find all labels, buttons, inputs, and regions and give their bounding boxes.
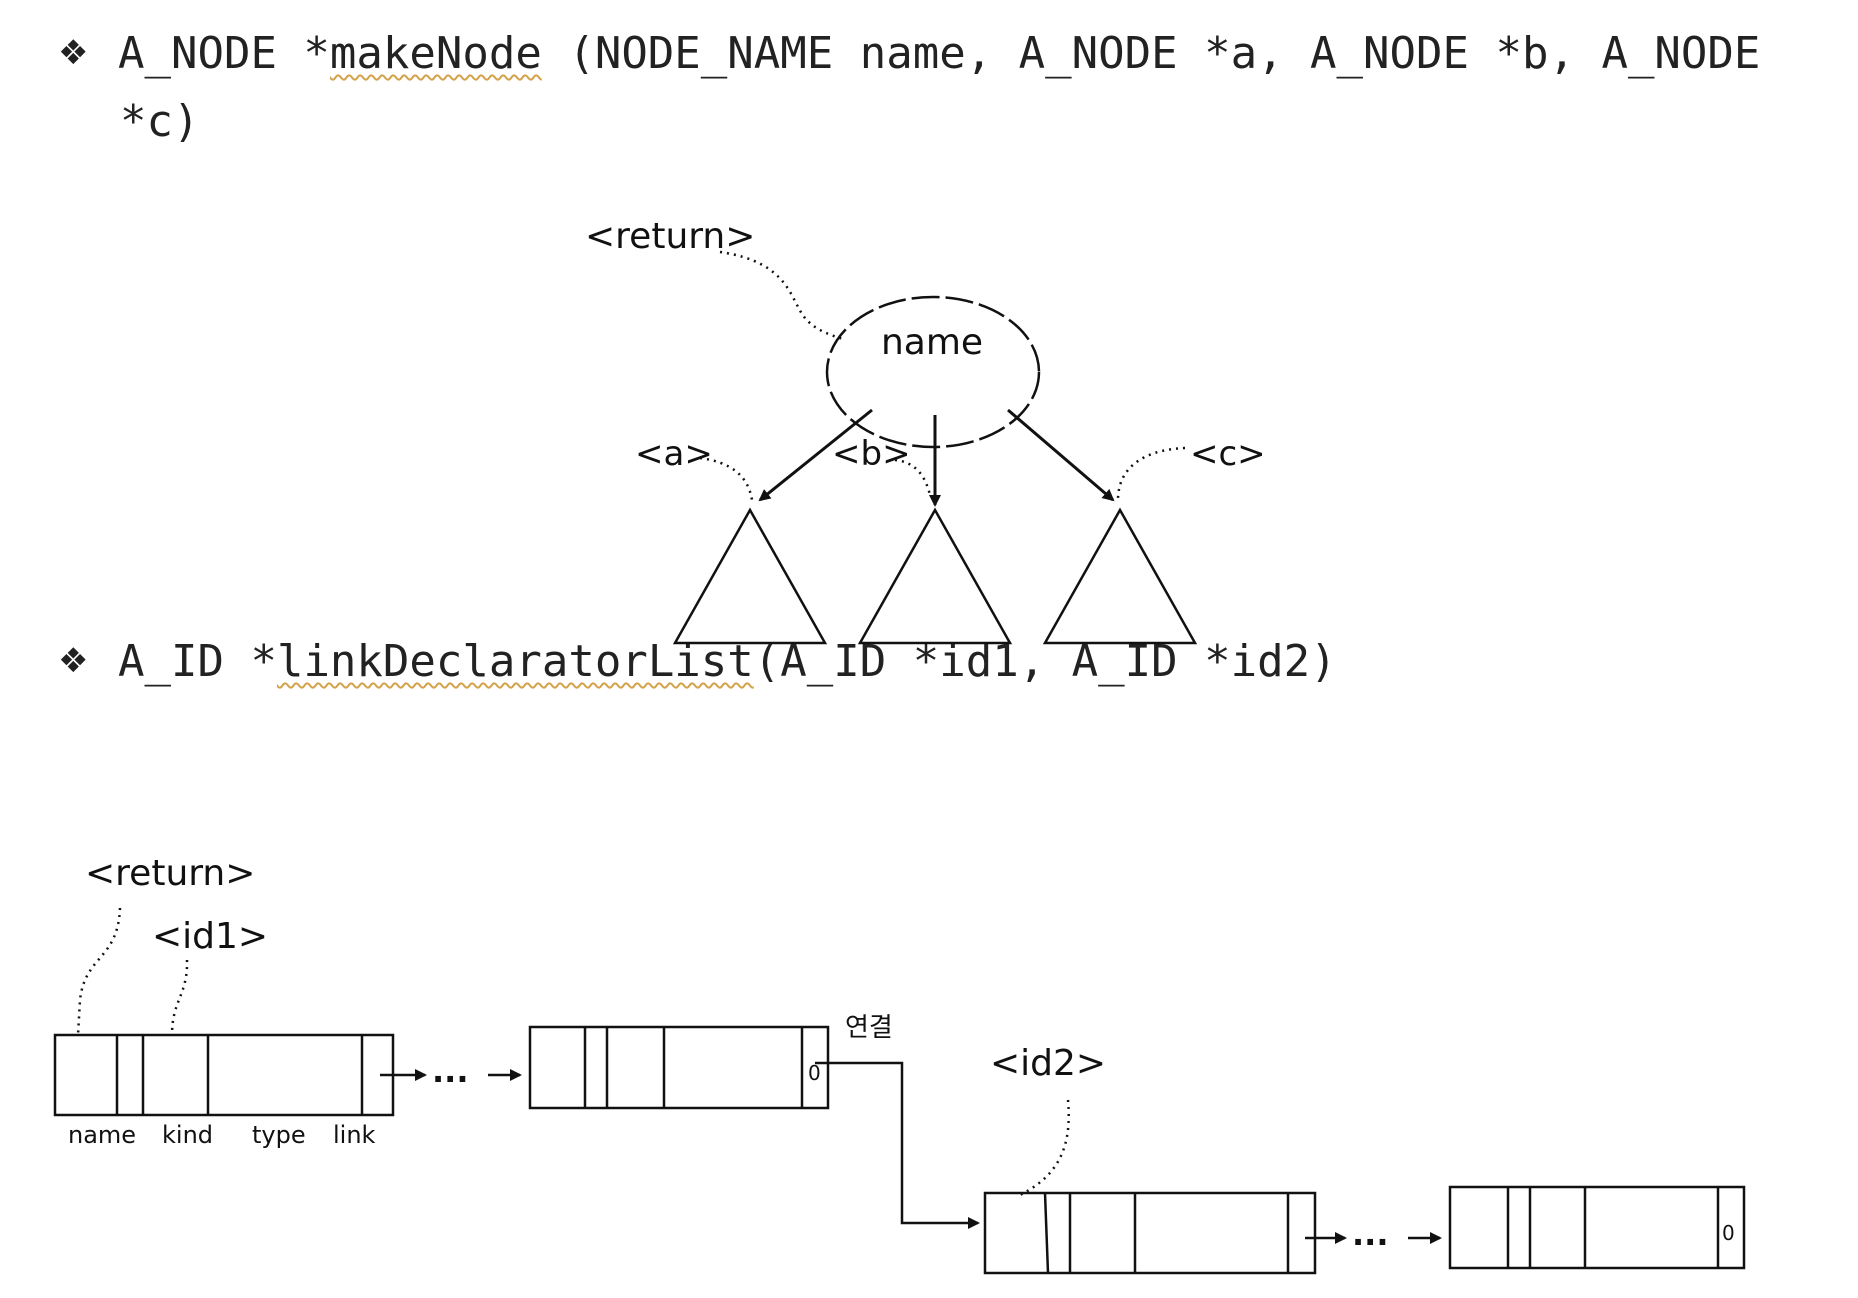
- list-node-1: [53, 1033, 395, 1117]
- list-id1-label: <id1>: [152, 916, 268, 957]
- subtree-a-triangle: [672, 507, 828, 645]
- ellipsis-dots: ...: [1352, 1215, 1388, 1253]
- ellipsis-dots: ...: [432, 1052, 468, 1090]
- tree-node-label: name: [881, 322, 983, 363]
- function-signature-makenode: ❖ A_NODE *makeNode (NODE_NAME name, A_NOD…: [58, 28, 1760, 79]
- node-2-null-mark: 0: [808, 1061, 821, 1085]
- makenode-return-type: A_NODE *: [118, 28, 330, 79]
- field-label-link: link: [333, 1121, 376, 1149]
- list-node-3: [983, 1191, 1317, 1275]
- linkdeclaratorlist-function-name: linkDeclaratorList: [276, 636, 754, 687]
- tree-node-ellipse: [825, 295, 1041, 449]
- tree-a-label: <a>: [635, 434, 713, 474]
- field-label-name: name: [68, 1121, 136, 1149]
- edge-to-a: [758, 408, 873, 502]
- ellipsis-connector-1: ...: [380, 1052, 522, 1090]
- list-id1-pointer: [170, 959, 189, 1036]
- tree-return-pointer: [719, 250, 847, 342]
- link-connector-elbow: [815, 1061, 980, 1229]
- makenode-function-name: makeNode: [329, 28, 542, 79]
- tree-a-pointer: [699, 456, 754, 501]
- list-id2-pointer: [1019, 1099, 1070, 1197]
- edge-to-c: [1007, 408, 1115, 502]
- tree-c-label: <c>: [1190, 434, 1266, 474]
- list-node-4: [1448, 1185, 1746, 1270]
- node-4-null-mark: 0: [1722, 1221, 1735, 1245]
- subtree-c-triangle: [1042, 507, 1198, 645]
- linkdeclaratorlist-arguments: (A_ID *id1, A_ID *id2): [753, 636, 1337, 687]
- list-node-2: [528, 1025, 830, 1110]
- list-return-pointer: [76, 907, 122, 1036]
- field-label-type: type: [252, 1121, 306, 1149]
- list-id2-label: <id2>: [990, 1043, 1106, 1084]
- subtree-b-triangle: [857, 507, 1013, 645]
- tree-c-pointer: [1116, 446, 1186, 501]
- linkdeclaratorlist-return-type: A_ID *: [118, 636, 277, 687]
- ellipsis-connector-2: ...: [1305, 1215, 1442, 1253]
- field-label-kind: kind: [162, 1121, 213, 1149]
- tree-return-label: <return>: [585, 216, 755, 257]
- makenode-arguments-continuation: *c): [120, 96, 200, 147]
- tree-b-label: <b>: [832, 434, 911, 474]
- function-signature-linkdeclaratorlist: ❖ A_ID *linkDeclaratorList(A_ID *id1, A_I…: [58, 636, 1337, 687]
- diamond-bullet-icon: ❖: [58, 641, 89, 681]
- link-word-label: 연결: [845, 1013, 893, 1043]
- tree-diagram: <return> name <a> <b> <c>: [585, 216, 1266, 645]
- list-return-label: <return>: [85, 853, 255, 894]
- diamond-bullet-icon: ❖: [58, 33, 89, 73]
- makenode-arguments: (NODE_NAME name, A_NODE *a, A_NODE *b, A…: [541, 28, 1761, 79]
- linked-list-diagram: <return> <id1> name kind type link ...: [53, 853, 1746, 1275]
